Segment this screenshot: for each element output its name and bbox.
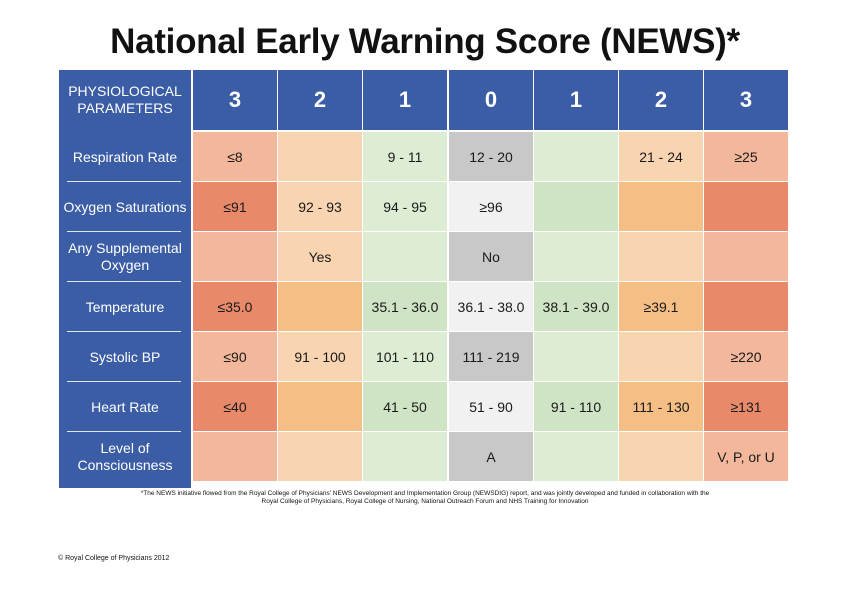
score-cell: 9 - 11	[363, 132, 447, 181]
score-cell	[278, 382, 362, 431]
score-cell	[278, 132, 362, 181]
score-cell: 91 - 100	[278, 332, 362, 381]
score-cell	[619, 432, 703, 481]
parameter-divider	[67, 331, 181, 332]
score-cell: ≤8	[193, 132, 277, 181]
score-header-4: 1	[534, 70, 618, 130]
parameter-divider	[67, 181, 181, 182]
parameter-label: Respiration Rate	[72, 148, 178, 165]
score-cell: ≥131	[704, 382, 788, 431]
parameter-label: Oxygen Saturations	[63, 198, 187, 215]
score-header-6: 3	[704, 70, 788, 130]
parameter-divider	[67, 231, 181, 232]
footnote-line-2: Royal College of Physicians, Royal Colle…	[261, 498, 589, 505]
footnote-line-1: *The NEWS initiative flowed from the Roy…	[140, 490, 710, 497]
score-cell	[278, 282, 362, 331]
score-cell	[193, 232, 277, 281]
score-cell: 12 - 20	[449, 132, 533, 181]
score-cell: 111 - 219	[449, 332, 533, 381]
score-header-5: 2	[619, 70, 703, 130]
copyright: © Royal College of Physicians 2012	[58, 555, 170, 562]
score-cell: 36.1 - 38.0	[449, 282, 533, 331]
score-cell	[534, 182, 618, 231]
page-title: National Early Warning Score (NEWS)*	[110, 22, 740, 61]
score-cell: ≤91	[193, 182, 277, 231]
score-cell	[534, 232, 618, 281]
score-cell: Yes	[278, 232, 362, 281]
physiological-parameters-header: PHYSIOLOGICAL PARAMETERS	[68, 83, 182, 116]
score-cell: 51 - 90	[449, 382, 533, 431]
score-cell: ≥96	[449, 182, 533, 231]
score-cell: V, P, or U	[704, 432, 788, 481]
score-cell	[619, 182, 703, 231]
parameter-label: Temperature	[85, 298, 165, 315]
score-cell: 35.1 - 36.0	[363, 282, 447, 331]
score-cell: No	[449, 232, 533, 281]
parameter-label: Systolic BP	[89, 348, 161, 365]
score-cell	[534, 432, 618, 481]
parameter-divider	[67, 381, 181, 382]
score-cell	[704, 182, 788, 231]
score-cell: A	[449, 432, 533, 481]
score-cell: 91 - 110	[534, 382, 618, 431]
score-cell	[704, 282, 788, 331]
parameter-divider	[67, 431, 181, 432]
parameter-divider	[67, 281, 181, 282]
score-cell: 38.1 - 39.0	[534, 282, 618, 331]
parameter-label: Heart Rate	[91, 398, 159, 415]
news-score-table: PHYSIOLOGICAL PARAMETERS Respiration Rat…	[59, 70, 789, 488]
score-cell: 94 - 95	[363, 182, 447, 231]
parameter-label: Level of Consciousness	[77, 440, 173, 473]
score-cell	[704, 232, 788, 281]
score-cell	[619, 332, 703, 381]
score-cell: ≤35.0	[193, 282, 277, 331]
parameter-column: PHYSIOLOGICAL PARAMETERS Respiration Rat…	[59, 70, 191, 488]
score-cell: ≥220	[704, 332, 788, 381]
score-header-3: 0	[449, 70, 533, 130]
score-header-2: 1	[363, 70, 447, 130]
score-cell	[534, 132, 618, 181]
score-cell	[193, 432, 277, 481]
score-cell: 92 - 93	[278, 182, 362, 231]
score-cell	[619, 232, 703, 281]
footnote: *The NEWS initiative flowed from the Roy…	[60, 490, 790, 506]
score-cell	[278, 432, 362, 481]
score-cell: ≤90	[193, 332, 277, 381]
score-cell	[363, 432, 447, 481]
score-cell: ≥25	[704, 132, 788, 181]
score-cell	[534, 332, 618, 381]
score-cell: 101 - 110	[363, 332, 447, 381]
score-cell	[363, 232, 447, 281]
score-cell: 41 - 50	[363, 382, 447, 431]
score-cell: ≥39.1	[619, 282, 703, 331]
score-cell: 111 - 130	[619, 382, 703, 431]
score-header-0: 3	[193, 70, 277, 130]
score-header-1: 2	[278, 70, 362, 130]
parameter-label: Any Supplemental Oxygen	[68, 240, 182, 273]
score-cell: ≤40	[193, 382, 277, 431]
score-cell: 21 - 24	[619, 132, 703, 181]
